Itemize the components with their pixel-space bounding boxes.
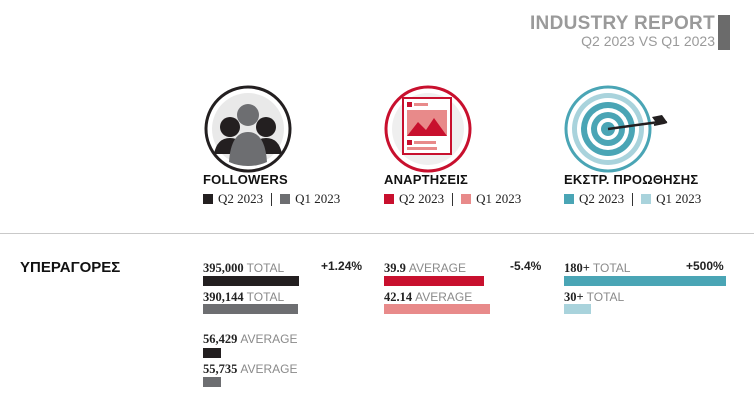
legend-separator — [271, 192, 273, 206]
followers-legend: Q2 2023 Q1 2023 — [203, 191, 340, 207]
followers-average-q2-value: 56,429 AVERAGE — [203, 332, 298, 346]
legend-label-q1: Q1 2023 — [295, 191, 341, 206]
legend-label-q2: Q2 2023 — [218, 191, 264, 206]
legend-swatch-q2 — [384, 194, 394, 204]
posts-average-q1-value: 42.14 AVERAGE — [384, 290, 473, 304]
row-label-hypermarkets: ΥΠΕΡΑΓΟΡΕΣ — [20, 259, 121, 276]
target-icon — [564, 85, 668, 173]
legend-separator — [452, 192, 454, 206]
posts-average-q2-bar — [384, 276, 484, 286]
posts-legend: Q2 2023 Q1 2023 — [384, 191, 521, 207]
legend-label-q1: Q1 2023 — [656, 191, 702, 206]
legend-swatch-q1 — [461, 194, 472, 204]
followers-total-q2-bar — [203, 276, 299, 286]
promo-total-q2-bar — [564, 276, 726, 286]
report-subtitle: Q2 2023 VS Q1 2023 — [581, 33, 715, 49]
followers-icon — [204, 85, 292, 173]
posts-change: -5.4% — [510, 259, 542, 273]
followers-average-q1-bar — [203, 377, 221, 387]
promo-total-q1-bar — [564, 304, 591, 314]
followers-total-q2-value: 395,000 TOTAL — [203, 261, 285, 275]
posts-title: ΑΝΑΡΤΗΣΕΙΣ — [384, 172, 469, 187]
promo-legend: Q2 2023 Q1 2023 — [564, 191, 701, 207]
report-accent-bar — [718, 15, 730, 50]
followers-average-q1-value: 55,735 AVERAGE — [203, 362, 298, 376]
report-title: INDUSTRY REPORT — [529, 13, 715, 34]
followers-title: FOLLOWERS — [203, 172, 288, 187]
legend-label-q2: Q2 2023 — [399, 191, 445, 206]
legend-swatch-q2 — [203, 194, 213, 204]
legend-label-q2: Q2 2023 — [579, 191, 625, 206]
followers-total-q1-bar — [203, 304, 298, 314]
promo-total-q2-value: 180+ TOTAL — [564, 261, 631, 275]
posts-average-q2-value: 39.9 AVERAGE — [384, 261, 467, 275]
legend-swatch-q1 — [641, 194, 652, 204]
legend-swatch-q1 — [280, 194, 291, 204]
followers-change: +1.24% — [321, 259, 363, 273]
followers-total-q1-value: 390,144 TOTAL — [203, 290, 285, 304]
legend-separator — [632, 192, 634, 206]
section-divider — [0, 233, 754, 234]
promo-title: ΕΚΣΤΡ. ΠΡΟΩΘΗΣΗΣ — [564, 172, 699, 187]
posts-icon — [384, 85, 472, 173]
legend-label-q1: Q1 2023 — [476, 191, 522, 206]
promo-total-q1-value: 30+ TOTAL — [564, 290, 625, 304]
followers-average-q2-bar — [203, 348, 221, 358]
legend-swatch-q2 — [564, 194, 574, 204]
posts-average-q1-bar — [384, 304, 490, 314]
promo-change: +500% — [686, 259, 724, 273]
